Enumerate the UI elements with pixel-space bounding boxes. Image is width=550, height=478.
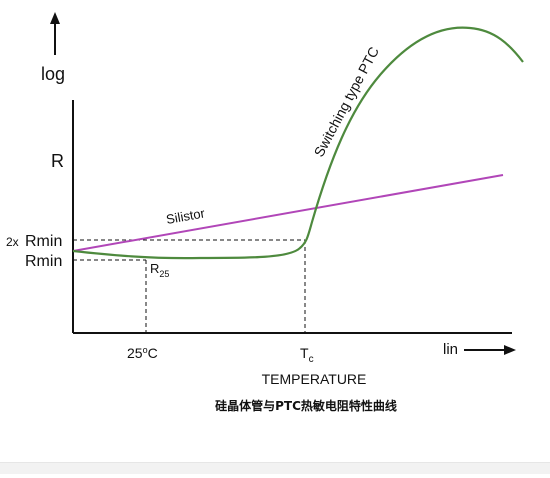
r25-label: R25 (150, 261, 169, 279)
y-axis-label-log: log (41, 64, 65, 84)
y-axis-label-r: R (51, 151, 64, 171)
y-tick-2x-rmin: Rmin (25, 233, 62, 250)
series-silistor-line (72, 174, 504, 252)
x-axis-title: TEMPERATURE (262, 371, 367, 387)
x-tick-25c: 25oC (127, 345, 158, 361)
series-ptc-curve (72, 26, 524, 260)
x-axis-lin-label: lin (443, 341, 458, 358)
bottom-bar (0, 462, 550, 474)
series-ptc-label: Switching type PTC (311, 44, 382, 159)
chart-caption: 硅晶体管与PTC热敏电阻特性曲线 (215, 398, 397, 413)
x-tick-tc: Tc (300, 345, 314, 365)
y-tick-2x-prefix: 2x (6, 235, 19, 249)
series-silistor-label: Silistor (165, 205, 207, 227)
y-axis-arrowhead-icon (50, 12, 60, 24)
x-axis-lin-arrowhead-icon (504, 345, 516, 355)
y-tick-rmin: Rmin (25, 253, 62, 270)
